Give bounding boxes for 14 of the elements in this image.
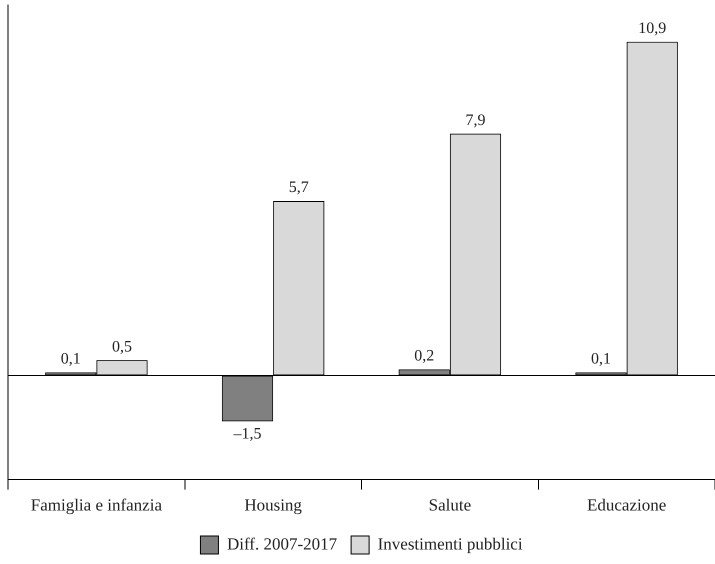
x-tick-label: Educazione bbox=[586, 495, 666, 514]
x-tick-label: Housing bbox=[244, 495, 302, 514]
data-label: 0,1 bbox=[60, 350, 81, 368]
data-label: 7,9 bbox=[466, 112, 486, 129]
legend-label: Diff. 2007-2017 bbox=[226, 534, 338, 554]
data-label: 0,2 bbox=[414, 348, 434, 365]
legend-label: Investimenti pubblici bbox=[378, 534, 523, 554]
x-tick-label: Famiglia e infanzia bbox=[30, 495, 162, 514]
data-label: 5,7 bbox=[288, 179, 309, 196]
data-label: 0,1 bbox=[590, 350, 611, 368]
x-tick-label: Salute bbox=[428, 495, 472, 514]
data-label: –1,5 bbox=[232, 426, 262, 443]
data-label: 0,5 bbox=[112, 338, 132, 356]
data-label: 10,9 bbox=[638, 20, 666, 37]
